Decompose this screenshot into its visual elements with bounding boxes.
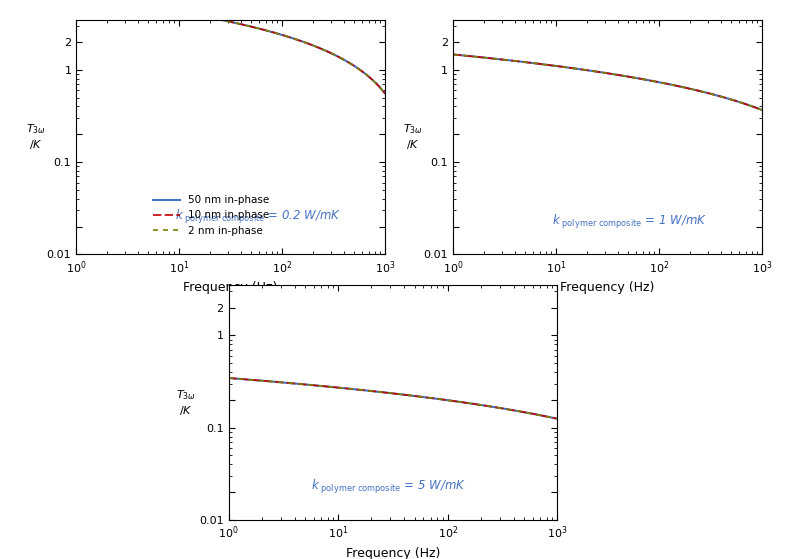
Legend: 50 nm in-phase, 10 nm in-phase, 2 nm in-phase: 50 nm in-phase, 10 nm in-phase, 2 nm in-… (149, 191, 273, 240)
Text: $k$$_{\sf\ polymer\ composite}$ = 0.2 W/mK: $k$$_{\sf\ polymer\ composite}$ = 0.2 W/… (175, 208, 341, 226)
Text: $T_{3\omega}$
$/K$: $T_{3\omega}$ $/K$ (176, 388, 196, 417)
X-axis label: Frequency (Hz): Frequency (Hz) (346, 547, 440, 559)
Text: $T_{3\omega}$
$/K$: $T_{3\omega}$ $/K$ (403, 122, 423, 151)
Text: $k$$_{\sf\ polymer\ composite}$ = 5 W/mK: $k$$_{\sf\ polymer\ composite}$ = 5 W/mK (310, 479, 466, 496)
X-axis label: Frequency (Hz): Frequency (Hz) (184, 281, 277, 295)
Text: $k$$_{\sf\ polymer\ composite}$ = 1 W/mK: $k$$_{\sf\ polymer\ composite}$ = 1 W/mK (552, 213, 707, 231)
Text: $T_{3\omega}$
$/K$: $T_{3\omega}$ $/K$ (26, 122, 46, 151)
X-axis label: Frequency (Hz): Frequency (Hz) (561, 281, 654, 295)
